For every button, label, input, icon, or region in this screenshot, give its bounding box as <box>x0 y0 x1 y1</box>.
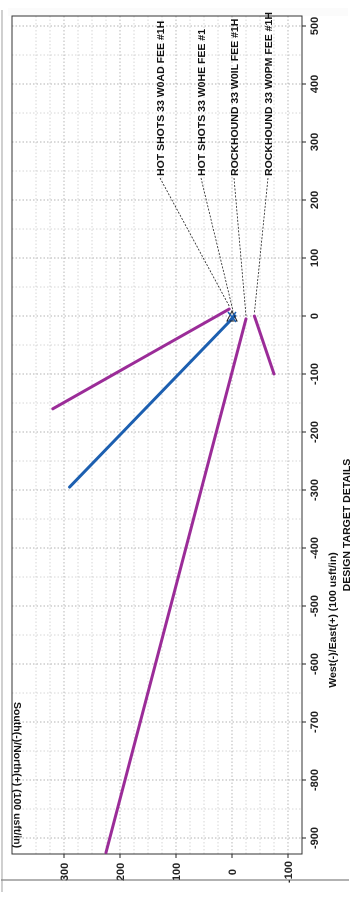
x-tick-label: -600 <box>309 653 321 675</box>
x-axis-label: West(-)/East(+) (100 usft/in) <box>327 552 339 687</box>
x-tick-label: -300 <box>309 479 321 501</box>
y-tick-label: 300 <box>59 863 71 881</box>
plot-area-frame <box>11 15 303 855</box>
x-tick-label: -400 <box>309 537 321 559</box>
series-line <box>252 314 276 376</box>
x-tick-label: 500 <box>309 17 321 35</box>
x-tick-label: -200 <box>309 421 321 443</box>
x-tick-label: -500 <box>309 595 321 617</box>
tick-label-group: 500 400 300 200 100 0 -100 -200 -300 -400 -500 -600… <box>59 17 321 883</box>
top-margin-band <box>8 8 348 16</box>
y-tick-label: 200 <box>115 863 127 881</box>
target-cross-marker <box>227 311 237 323</box>
annotation-group: HOT SHOTS 33 W0AD FEE #1H HOT SHOTS 33 W0… <box>155 12 275 316</box>
x-tick-label: 300 <box>309 133 321 151</box>
series-line <box>68 314 237 489</box>
annotation-label: ROCKHOUND 33 W0PM FEE #1H <box>263 12 275 176</box>
x-tick-label: -700 <box>309 711 321 733</box>
x-tick-label: 200 <box>309 191 321 209</box>
x-tick-label: 0 <box>309 313 321 319</box>
series-line <box>51 307 231 411</box>
y-tick-label: -100 <box>283 861 295 883</box>
surface-marker <box>226 309 238 322</box>
x-tick-label: -800 <box>309 769 321 791</box>
y-tick-label: 100 <box>171 863 183 881</box>
series-line <box>104 317 248 854</box>
annotation-label: HOT SHOTS 33 W0HE FEE #1 <box>196 29 208 176</box>
x-tick-label: -100 <box>309 363 321 385</box>
x-tick-label: -900 <box>309 827 321 849</box>
annotation-leader <box>254 177 269 314</box>
x-tick-label: 100 <box>309 249 321 267</box>
annotation-label: HOT SHOTS 33 W0AD FEE #1H <box>155 21 167 176</box>
x-tick-label: 400 <box>309 75 321 93</box>
y-tick-label: 0 <box>227 869 239 875</box>
annotation-label: ROCKHOUND 33 W0IL FEE #1H <box>229 19 241 176</box>
annotation-leader <box>200 177 234 312</box>
series-group <box>51 307 276 854</box>
footer-label: DESIGN TARGET DETAILS <box>341 459 350 592</box>
y-axis-label: South(-)/North(+) (100 usft/in) <box>11 702 23 848</box>
